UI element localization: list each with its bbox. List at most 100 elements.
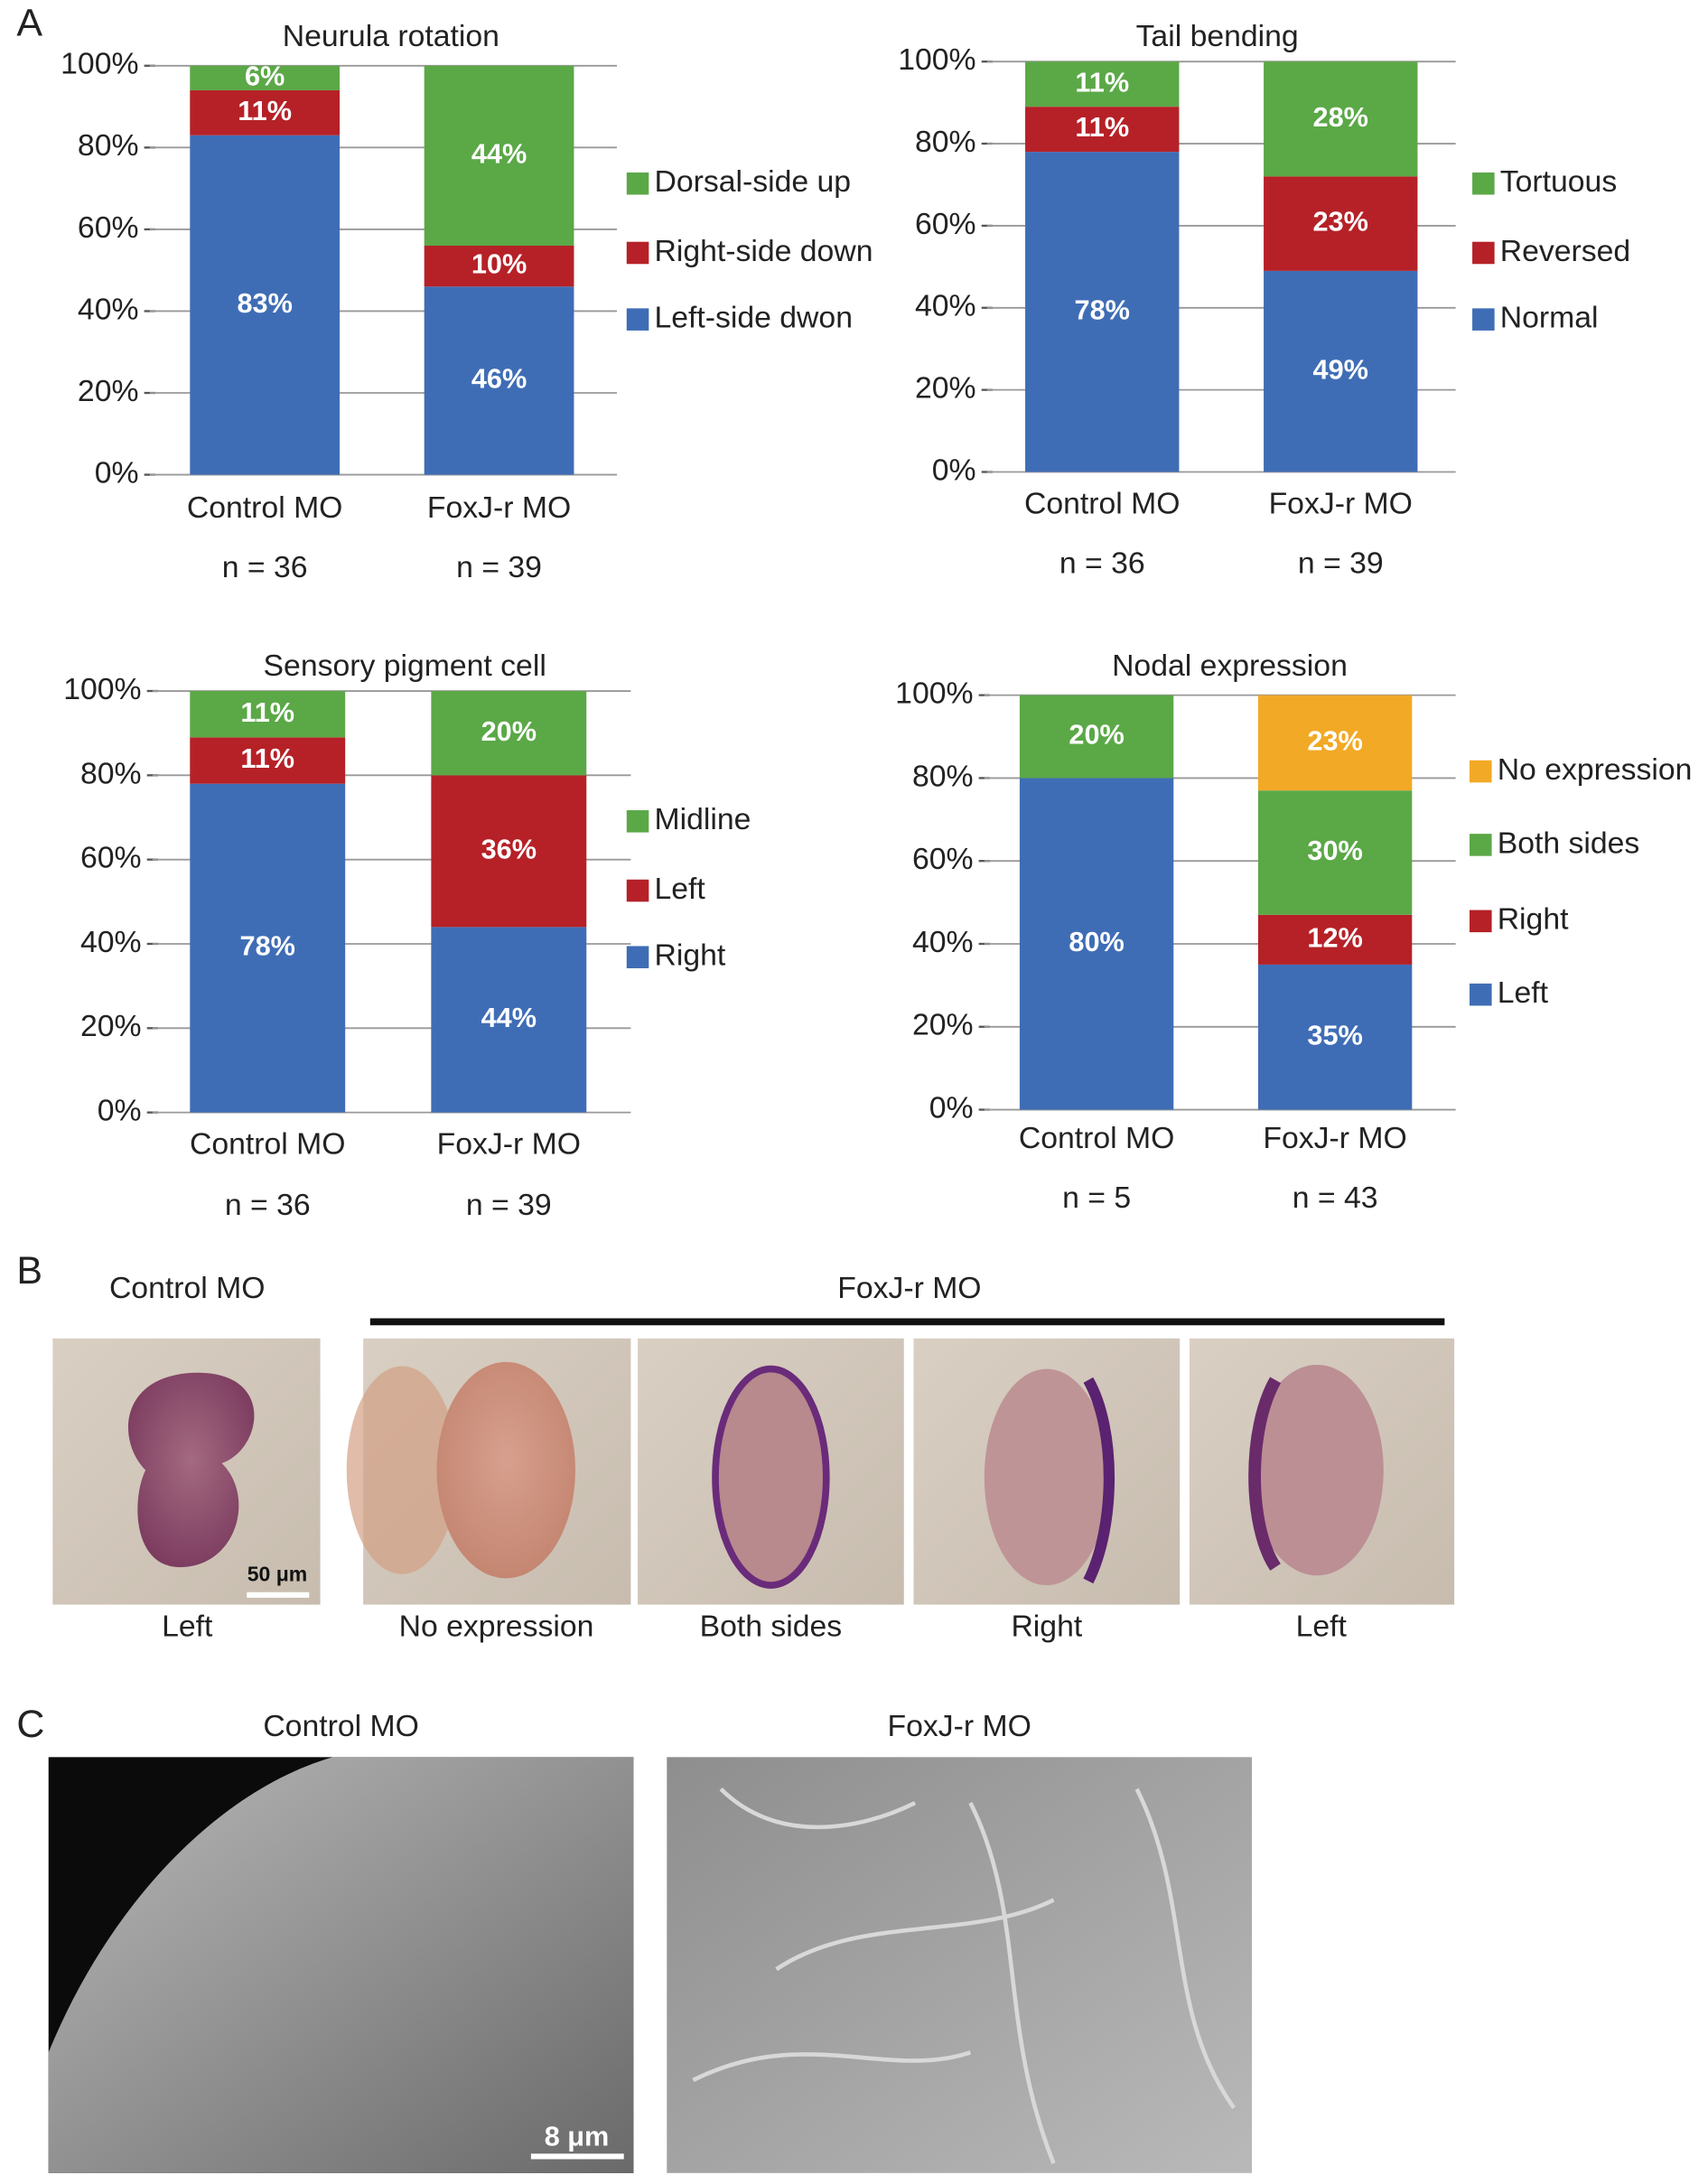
value-label: 20% (1069, 719, 1124, 751)
bar-segment (190, 737, 346, 784)
value-label: 78% (240, 930, 295, 962)
bar-segment (1264, 176, 1418, 271)
bar-segment (1257, 964, 1413, 1110)
y-tick-label: 80% (915, 125, 976, 159)
chart-title: Sensory pigment cell (264, 649, 546, 683)
caption: Right (1011, 1610, 1082, 1644)
value-label: 23% (1313, 206, 1368, 238)
x-tick-label: FoxJ-r MO (427, 490, 571, 525)
cell-borders (692, 1788, 1236, 2164)
x-tick-label: FoxJ-r MO (437, 1126, 581, 1161)
legend-swatch (626, 172, 649, 195)
scale-label: 50 μm (247, 1562, 308, 1585)
y-tick-label: 100% (895, 677, 973, 711)
chart-title: Tail bending (1136, 19, 1299, 53)
sample-size: n = 5 (1062, 1181, 1131, 1215)
sample-size: n = 39 (456, 550, 542, 584)
legend-swatch (626, 810, 649, 833)
legend-swatch (1472, 308, 1495, 331)
bar-segment (1025, 152, 1180, 472)
sample-size: n = 43 (1293, 1181, 1378, 1215)
value-label: 11% (240, 696, 294, 728)
y-tick-label: 40% (915, 289, 976, 323)
legend-swatch (1469, 910, 1492, 933)
bar-segment (190, 65, 341, 90)
y-tick-label: 40% (80, 925, 142, 959)
sample-size: n = 39 (1298, 546, 1384, 580)
legend-label: Right-side down (654, 234, 873, 268)
bar-segment (1025, 107, 1180, 153)
legend-swatch (1469, 834, 1492, 856)
bar-segment (424, 246, 574, 287)
panel-title: Control MO (263, 1709, 419, 1743)
panel-label: C (16, 1703, 44, 1746)
y-tick-label: 80% (78, 128, 139, 163)
value-label: 11% (238, 95, 292, 126)
chart-title: Neurula rotation (283, 19, 499, 53)
y-tick-label: 20% (80, 1009, 142, 1043)
bar-segment (1257, 914, 1413, 965)
x-tick-label: FoxJ-r MO (1263, 1121, 1406, 1155)
embryo (1250, 1364, 1384, 1576)
micrographs: 50 μm (52, 1338, 1455, 1605)
y-tick-label: 80% (912, 759, 974, 793)
stain (1083, 1377, 1115, 1584)
caption: Both sides (700, 1610, 843, 1644)
y-tick-label: 0% (95, 455, 139, 490)
y-tick-label: 60% (915, 207, 976, 241)
value-label: 35% (1307, 1019, 1362, 1050)
legend-label: Left (1498, 975, 1549, 1010)
y-tick-label: 60% (80, 841, 142, 875)
legend-label: Left-side dwon (654, 301, 853, 335)
sample-size: n = 36 (225, 1188, 311, 1222)
scale-label: 8 μm (545, 2121, 610, 2152)
bar-segment (190, 783, 346, 1113)
bar-segment (190, 89, 341, 135)
value-label: 44% (471, 138, 527, 170)
value-label: 78% (1075, 294, 1130, 325)
bar-segment (1257, 695, 1413, 791)
bar-segment (190, 135, 341, 475)
legend-swatch (626, 879, 649, 902)
bar-segment (190, 691, 346, 738)
bar-segment (1257, 790, 1413, 915)
legend-label: Normal (1500, 301, 1599, 335)
value-label: 10% (471, 248, 527, 280)
embryo (436, 1361, 575, 1579)
y-tick-label: 100% (61, 47, 138, 81)
value-label: 36% (481, 833, 537, 864)
legend-swatch (1472, 241, 1495, 265)
y-tick-label: 60% (78, 210, 139, 245)
legend-label: No expression (1498, 752, 1693, 787)
value-label: 23% (1307, 725, 1362, 757)
bar-segment (1019, 778, 1174, 1110)
bar-segment (431, 691, 587, 776)
panel-title: FoxJ-r MO (837, 1271, 981, 1305)
y-tick-label: 100% (898, 42, 975, 77)
x-tick-label: Control MO (190, 1126, 346, 1161)
bar-segment (424, 65, 574, 247)
y-tick-label: 0% (932, 453, 976, 487)
legend-swatch (626, 308, 649, 331)
x-tick-label: FoxJ-r MO (1269, 486, 1413, 520)
value-label: 12% (1307, 922, 1362, 954)
value-label: 46% (471, 363, 527, 395)
embryo-surface (48, 1757, 634, 2173)
legend-swatch (626, 946, 649, 968)
panel-title: Control MO (109, 1271, 266, 1305)
value-label: 28% (1313, 101, 1368, 133)
legend-swatch (1469, 983, 1492, 1006)
x-tick-label: Control MO (1019, 1121, 1175, 1155)
stain (1248, 1377, 1282, 1571)
value-label: 30% (1307, 835, 1362, 866)
y-tick-label: 60% (912, 842, 974, 876)
sem-images: 8 μm (48, 1757, 1253, 2173)
panel-title: FoxJ-r MO (887, 1709, 1031, 1743)
y-tick-label: 0% (98, 1094, 142, 1128)
legend-label: Right (654, 938, 725, 973)
x-tick-label: Control MO (187, 490, 343, 525)
panel-label: B (16, 1249, 42, 1293)
value-label: 80% (1069, 926, 1124, 957)
caption: No expression (399, 1610, 594, 1644)
